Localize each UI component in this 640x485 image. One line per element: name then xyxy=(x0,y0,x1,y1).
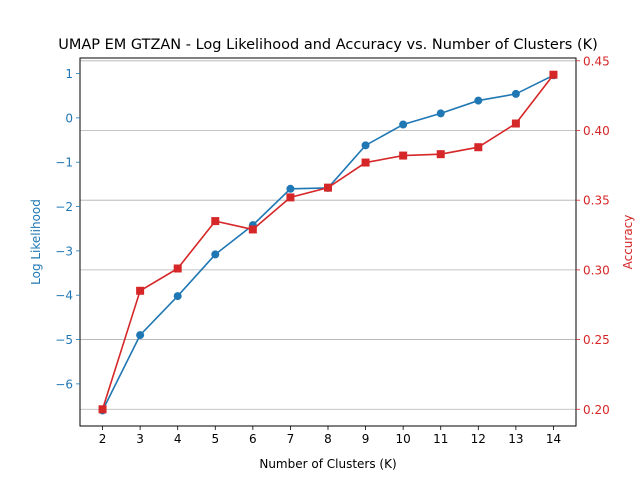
y-left-tick-label: 0 xyxy=(65,111,73,125)
accuracy-point xyxy=(286,193,295,202)
log-likelihood-point xyxy=(436,109,445,118)
x-tick-label: 2 xyxy=(99,432,107,446)
y-right-tick-label: 0.25 xyxy=(583,333,610,347)
log-likelihood-point xyxy=(211,250,220,259)
series-markers xyxy=(98,70,558,415)
accuracy-point xyxy=(136,286,145,295)
y-left-tick-label: −4 xyxy=(55,289,73,303)
x-axis: 2 3 4 5 6 7 8 9 10 11 12 13 14 xyxy=(99,426,561,446)
accuracy-point xyxy=(248,225,257,234)
x-tick-label: 8 xyxy=(324,432,332,446)
x-tick-label: 12 xyxy=(471,432,486,446)
x-tick-label: 6 xyxy=(249,432,257,446)
accuracy-point xyxy=(549,70,558,79)
x-tick-label: 3 xyxy=(136,432,144,446)
y-left-tick-label: −1 xyxy=(55,156,73,170)
series-line-log-likelihood xyxy=(101,74,554,411)
log-likelihood-point xyxy=(286,184,295,193)
accuracy-point xyxy=(399,151,408,160)
y-axis-left-label: Log Likelihood xyxy=(29,199,43,285)
log-likelihood-point xyxy=(511,89,520,98)
x-tick-label: 14 xyxy=(546,432,561,446)
log-likelihood-point xyxy=(399,120,408,129)
y-right-tick-label: 0.30 xyxy=(583,263,610,277)
x-tick-label: 13 xyxy=(508,432,523,446)
y-left-tick-label: −2 xyxy=(55,200,73,214)
accuracy-point xyxy=(511,119,520,128)
y-right-tick-label: 0.40 xyxy=(583,124,610,138)
y-axis-right-label: Accuracy xyxy=(621,215,635,270)
y-right-tick-label: 0.20 xyxy=(583,403,610,417)
series-lines xyxy=(101,74,555,411)
accuracy-point xyxy=(436,150,445,159)
accuracy-point xyxy=(211,217,220,226)
log-likelihood-point xyxy=(361,141,370,150)
y-axis-left: 1 0 −1 −2 −3 −4 −5 −6 xyxy=(55,67,80,391)
y-axis-right: 0.45 0.40 0.35 0.30 0.25 0.20 xyxy=(576,54,610,417)
grid-lines xyxy=(80,60,576,410)
y-left-tick-label: −5 xyxy=(55,333,73,347)
y-left-tick-label: −6 xyxy=(55,377,73,391)
log-likelihood-point xyxy=(136,331,145,340)
x-tick-label: 10 xyxy=(396,432,411,446)
y-left-tick-label: −3 xyxy=(55,244,73,258)
accuracy-point xyxy=(324,183,332,192)
x-tick-label: 11 xyxy=(433,432,448,446)
accuracy-point xyxy=(173,264,182,273)
series-line-accuracy xyxy=(101,74,555,410)
accuracy-point xyxy=(361,158,370,167)
log-likelihood-point xyxy=(474,96,483,105)
accuracy-point xyxy=(474,143,483,152)
y-left-tick-label: 1 xyxy=(65,67,73,81)
x-tick-label: 9 xyxy=(362,432,370,446)
x-tick-label: 5 xyxy=(211,432,219,446)
accuracy-point xyxy=(98,405,107,414)
plot-frame xyxy=(79,57,577,427)
log-likelihood-point xyxy=(173,292,182,301)
x-tick-label: 7 xyxy=(287,432,295,446)
chart-title: UMAP EM GTZAN - Log Likelihood and Accur… xyxy=(58,37,598,53)
y-right-tick-label: 0.35 xyxy=(583,194,610,208)
x-tick-label: 4 xyxy=(174,432,182,446)
x-axis-label: Number of Clusters (K) xyxy=(259,457,396,471)
y-right-tick-label: 0.45 xyxy=(583,54,610,68)
